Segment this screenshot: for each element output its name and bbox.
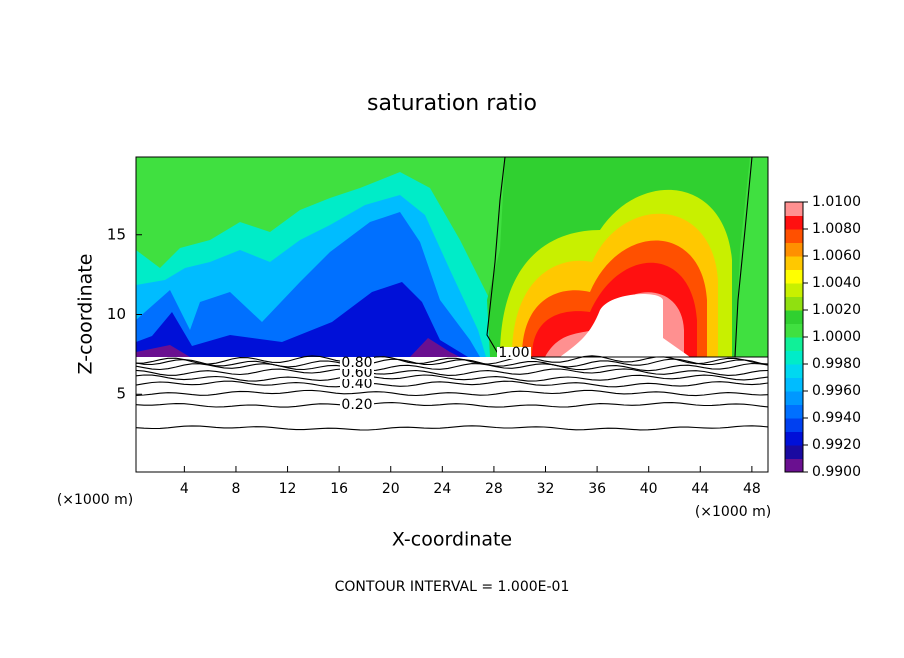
contour-label: 0.20 (341, 397, 372, 413)
colorbar-band (785, 269, 803, 284)
contour-label-bg (340, 378, 374, 390)
x-axis-label: X-coordinate (392, 529, 512, 551)
x-tick-label: 36 (588, 481, 606, 497)
contour-label: 1.00 (498, 345, 529, 361)
colorbar-band (785, 242, 803, 257)
field (136, 157, 768, 472)
colorbar-tick-label: 0.9980 (812, 356, 861, 372)
colorbar-band (785, 229, 803, 243)
colorbar-band (785, 418, 803, 432)
colorbar-tick-label: 0.9940 (812, 410, 861, 426)
y-tick-label: 15 (107, 225, 126, 243)
x-tick-label: 24 (433, 481, 451, 497)
colorbar-tick-label: 1.0020 (812, 302, 861, 318)
colorbar-band (785, 431, 803, 446)
colorbar-band (785, 458, 803, 473)
field-region (560, 294, 690, 357)
colorbar-band (785, 404, 803, 419)
contour-label-bg (497, 347, 531, 359)
footer: CONTOUR INTERVAL = 1.000E-01 (335, 579, 570, 595)
contour-line (136, 358, 768, 368)
colorbar-band (785, 364, 803, 378)
contour-label-bg (340, 367, 374, 379)
x-unit: (×1000 m) (57, 492, 133, 508)
colorbar-tick-label: 0.9920 (812, 437, 861, 453)
colorbar-band (785, 445, 803, 459)
x-tick-label: 44 (691, 481, 709, 497)
colorbar-tick-label: 1.0060 (812, 248, 861, 264)
contour-line (136, 374, 768, 382)
field-region (136, 357, 768, 472)
colorbar-band (785, 377, 803, 392)
x-tick-label: 48 (743, 481, 761, 497)
colorbar-band (785, 337, 803, 351)
colorbar-band (785, 215, 803, 230)
contour-label-bg (340, 357, 374, 369)
colorbar-band (785, 283, 803, 297)
x-tick-label: 20 (382, 481, 400, 497)
chart-title: saturation ratio (367, 91, 537, 116)
colorbar-tick-label: 0.9900 (812, 464, 861, 480)
y-tick-label: 5 (116, 385, 126, 403)
colorbar-band (785, 310, 803, 324)
colorbar-band (785, 350, 803, 365)
field-region (136, 338, 460, 357)
contour-line (136, 402, 768, 408)
contour-label: 0.80 (341, 355, 372, 371)
colorbar-tick-label: 0.9960 (812, 383, 861, 399)
x-tick-label: 16 (330, 481, 348, 497)
colorbar-tick-label: 1.0080 (812, 221, 861, 237)
x-tick-label: 40 (640, 481, 658, 497)
x-tick-label: 32 (537, 481, 555, 497)
x-unit: (×1000 m) (695, 504, 771, 520)
contour-label: 0.40 (341, 376, 372, 392)
colorbar-band (785, 296, 803, 311)
field-region (136, 282, 468, 357)
contour-line (136, 389, 768, 397)
contour-line (136, 368, 768, 376)
x-tick-label: 4 (180, 481, 189, 497)
colorbar-band (785, 256, 803, 270)
contour-line (486, 157, 768, 358)
x-tick-label: 28 (485, 481, 503, 497)
x-tick-label: 8 (231, 481, 240, 497)
contour-line (136, 380, 768, 388)
x-tick-label: 12 (279, 481, 297, 497)
colorbar-tick-label: 1.0100 (812, 194, 861, 210)
colorbar-tick-label: 1.0040 (812, 275, 861, 291)
colorbar-band (785, 391, 803, 405)
colorbar-band (785, 323, 803, 338)
contour-line (136, 362, 768, 372)
y-tick-label: 10 (107, 305, 126, 323)
contour-line (136, 425, 768, 431)
colorbar-tick-label: 1.0000 (812, 329, 861, 345)
contour-label-bg (340, 399, 374, 411)
colorbar-band (785, 202, 803, 216)
y-axis-label: Z-coordinate (75, 254, 97, 375)
